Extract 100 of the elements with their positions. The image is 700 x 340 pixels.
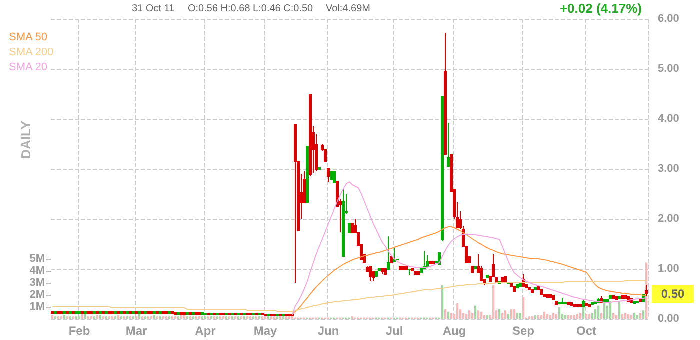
bar — [546, 314, 548, 319]
y-tick-label: 4.00 — [658, 113, 680, 125]
bar — [462, 313, 464, 319]
bar — [616, 315, 618, 319]
bar — [622, 314, 624, 319]
y2-tick-label: 4M — [30, 265, 45, 277]
bar — [592, 313, 594, 319]
text: SMA 20 — [9, 62, 48, 74]
bar — [550, 315, 552, 319]
bar — [558, 307, 560, 319]
candlestick — [405, 266, 408, 270]
bar — [450, 313, 452, 319]
bar — [52, 315, 54, 319]
bar — [484, 315, 486, 319]
bar — [586, 314, 588, 319]
candlestick — [423, 251, 426, 270]
bar — [478, 310, 480, 319]
y2-tick-label: 1M — [30, 301, 45, 313]
bar — [516, 313, 518, 319]
bar — [544, 312, 546, 319]
text: SMA 200 — [9, 46, 54, 58]
bar — [636, 315, 638, 319]
candlestick — [531, 289, 534, 294]
bar — [442, 285, 444, 319]
bar — [522, 297, 524, 319]
text: +0.02 (4.17%) — [560, 1, 642, 16]
line-series — [52, 280, 647, 312]
bar — [492, 285, 494, 319]
candlestick — [471, 266, 474, 274]
candlestick — [624, 295, 627, 300]
candlestick — [621, 295, 624, 300]
bar — [628, 314, 630, 319]
x-tick-label: Oct — [576, 324, 597, 338]
x-tick-label: Feb — [68, 324, 90, 338]
text: DAILY — [18, 120, 34, 159]
bar — [600, 313, 602, 319]
y-tick-label: 6.00 — [658, 13, 680, 25]
bar — [514, 309, 516, 319]
candlestick — [327, 168, 330, 183]
bar — [480, 312, 482, 319]
candlestick — [390, 256, 393, 264]
line-series — [292, 182, 647, 316]
candlestick — [645, 284, 648, 296]
candlestick — [516, 284, 519, 288]
bar — [630, 315, 632, 319]
bar — [444, 309, 446, 319]
candlestick — [633, 301, 636, 304]
bar — [634, 313, 636, 319]
bar — [564, 315, 566, 319]
bar — [502, 313, 504, 319]
candlestick — [618, 296, 621, 300]
candlestick — [414, 271, 417, 275]
y-tick-label: 0.00 — [658, 313, 680, 325]
candlestick — [408, 269, 411, 276]
bar — [580, 313, 582, 319]
text: 31 Oct 11 — [132, 4, 176, 14]
bar — [582, 307, 584, 319]
bar — [180, 315, 182, 319]
bar — [556, 314, 558, 319]
text: SMA 50 — [9, 32, 48, 44]
candlestick — [330, 171, 333, 180]
candlestick — [348, 223, 351, 234]
candlestick — [582, 299, 585, 308]
y2-tick-label: 5M — [30, 253, 45, 265]
candlestick — [444, 32, 447, 155]
candlestick — [306, 146, 309, 204]
candlestick — [609, 295, 612, 300]
candlestick — [513, 286, 516, 292]
candlestick — [552, 295, 555, 300]
y-tick-label: 3.00 — [658, 163, 680, 175]
bar — [64, 315, 66, 319]
bar — [472, 313, 474, 319]
bar — [594, 309, 596, 319]
bar — [570, 315, 572, 319]
candlestick — [351, 223, 354, 234]
y-tick-label: 5.00 — [658, 63, 680, 75]
bar — [448, 312, 450, 319]
bar — [474, 306, 476, 319]
candlestick — [612, 295, 615, 300]
bar — [534, 315, 536, 319]
candlestick — [591, 302, 594, 305]
candlestick — [555, 301, 558, 305]
x-tick-label: Mar — [126, 324, 148, 338]
bar — [540, 315, 542, 319]
bar — [624, 313, 626, 319]
candlestick — [333, 171, 336, 184]
bar — [100, 315, 102, 319]
bar — [498, 309, 500, 319]
x-tick-label: Jul — [386, 324, 404, 338]
x-tick-label: May — [254, 324, 278, 338]
candlestick — [549, 294, 552, 298]
candlestick — [486, 275, 489, 278]
bar — [612, 313, 614, 319]
x-tick-label: Sep — [512, 324, 535, 338]
candlestick — [369, 266, 372, 282]
candlestick — [381, 268, 384, 275]
candlestick — [474, 266, 477, 270]
y-tick-label: 1.00 — [658, 263, 680, 275]
bar — [96, 315, 98, 319]
bar — [118, 315, 120, 319]
